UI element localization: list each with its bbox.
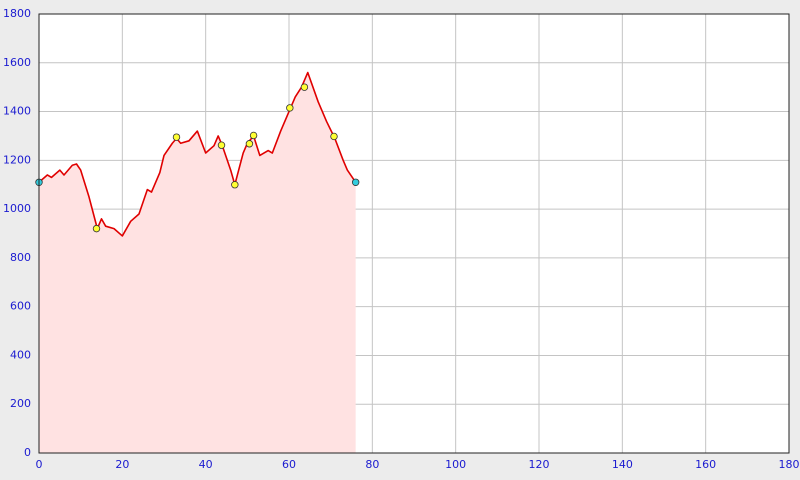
waypoint-marker — [249, 131, 258, 140]
y-tick-label: 1600 — [3, 56, 31, 69]
y-tick-label: 600 — [10, 300, 31, 313]
waypoint-marker — [172, 133, 181, 141]
x-tick-label: 180 — [779, 458, 800, 471]
endpoint-marker — [351, 178, 360, 186]
waypoint-marker — [217, 141, 226, 149]
y-tick-label: 800 — [10, 251, 31, 264]
x-tick-label: 0 — [36, 458, 43, 471]
plot-border — [38, 13, 790, 454]
x-tick-label: 100 — [445, 458, 466, 471]
y-tick-label: 1800 — [3, 7, 31, 20]
y-tick-label: 200 — [10, 397, 31, 410]
x-tick-label: 20 — [115, 458, 129, 471]
elevation-line — [38, 71, 357, 237]
waypoint-marker — [92, 224, 101, 233]
x-tick-label: 140 — [612, 458, 633, 471]
x-tick-label: 120 — [529, 458, 550, 471]
waypoint-marker — [330, 132, 338, 141]
waypoint-marker — [300, 83, 309, 91]
y-tick-label: 1400 — [3, 105, 31, 118]
waypoint-marker — [286, 104, 294, 112]
waypoint-marker — [245, 140, 254, 148]
x-tick-label: 60 — [282, 458, 296, 471]
area-fill — [39, 72, 356, 453]
x-tick-label: 80 — [365, 458, 379, 471]
y-tick-label: 400 — [10, 348, 31, 361]
y-tick-label: 1200 — [3, 153, 31, 166]
waypoint-marker — [231, 181, 239, 189]
y-tick-label: 0 — [24, 446, 31, 459]
x-tick-label: 40 — [199, 458, 213, 471]
y-tick-label: 1000 — [3, 202, 31, 215]
x-tick-label: 160 — [695, 458, 716, 471]
